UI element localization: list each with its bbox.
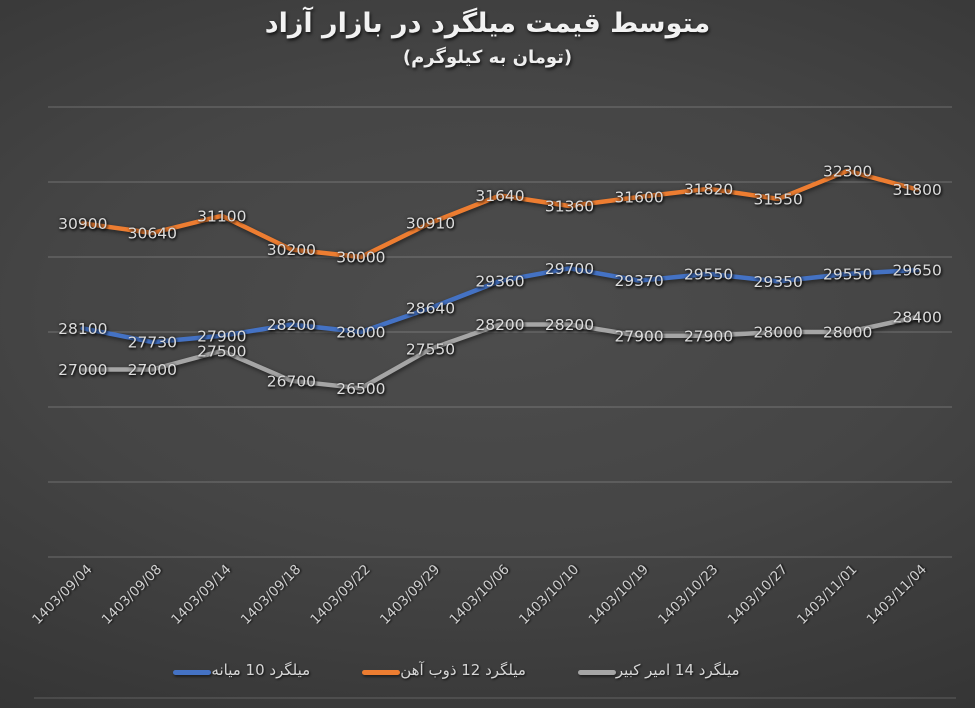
legend-dash-gray-icon bbox=[577, 670, 616, 675]
data-label-s1-p12: 31800 bbox=[893, 181, 942, 199]
data-label-s1-p2: 31100 bbox=[197, 207, 246, 225]
legend-label-rebar12: میلگرد 12 ذوب آهن bbox=[400, 661, 526, 679]
data-label-s2-p7: 28200 bbox=[545, 316, 594, 334]
legend-item-rebar14: میلگرد 14 امیر کبیر bbox=[577, 661, 740, 679]
legend: میلگرد 10 میانه میلگرد 12 ذوب آهن میلگرد… bbox=[0, 661, 975, 679]
data-label-s1-p4: 30000 bbox=[336, 249, 385, 267]
chart-subtitle: (تومان به کیلوگرم) bbox=[402, 47, 573, 68]
legend-item-rebar12: میلگرد 12 ذوب آهن bbox=[362, 661, 526, 679]
x-axis-label-4: 1403/09/22 bbox=[307, 562, 373, 628]
data-label-s1-p11: 32300 bbox=[823, 162, 872, 180]
series-line-1 bbox=[80, 168, 920, 260]
data-label-s2-p4: 26500 bbox=[336, 380, 385, 398]
data-label-s2-p9: 27900 bbox=[684, 327, 733, 345]
data-label-s0-p3: 28200 bbox=[267, 316, 316, 334]
legend-dash-orange-icon bbox=[362, 670, 401, 675]
data-label-s2-p1: 27000 bbox=[128, 361, 177, 379]
chart-title: متوسط قیمت میلگرد در بازار آزاد bbox=[264, 8, 711, 39]
data-label-s0-p0: 28100 bbox=[58, 320, 107, 338]
legend-dash-blue-icon bbox=[173, 670, 212, 675]
x-axis-label-7: 1403/10/10 bbox=[516, 562, 582, 628]
data-label-s0-p12: 29650 bbox=[893, 262, 942, 280]
x-axis-label-5: 1403/09/29 bbox=[377, 562, 443, 628]
x-axis-label-2: 1403/09/14 bbox=[168, 562, 234, 628]
x-axis-label-8: 1403/10/19 bbox=[586, 562, 652, 628]
data-label-s0-p8: 29370 bbox=[614, 272, 663, 290]
x-axis-label-10: 1403/10/27 bbox=[725, 562, 791, 628]
data-label-s0-p6: 29360 bbox=[475, 273, 524, 291]
data-label-s0-p7: 29700 bbox=[545, 260, 594, 278]
x-axis-label-6: 1403/10/06 bbox=[446, 562, 512, 628]
data-label-s1-p1: 30640 bbox=[128, 225, 177, 243]
series-line-2 bbox=[80, 314, 920, 391]
data-label-s1-p3: 30200 bbox=[267, 241, 316, 259]
data-label-s1-p6: 31640 bbox=[475, 187, 524, 205]
x-axis-label-12: 1403/11/04 bbox=[864, 562, 930, 628]
data-label-s0-p4: 28000 bbox=[336, 324, 385, 342]
x-axis-label-11: 1403/11/01 bbox=[794, 562, 860, 628]
x-axis-label-9: 1403/10/23 bbox=[655, 562, 721, 628]
data-label-s1-p0: 30900 bbox=[58, 215, 107, 233]
series-line-0 bbox=[80, 266, 920, 345]
data-label-s2-p5: 27550 bbox=[406, 340, 455, 358]
legend-item-rebar10: میلگرد 10 میانه bbox=[173, 661, 310, 679]
data-label-s1-p10: 31550 bbox=[754, 190, 803, 208]
x-axis-label-1: 1403/09/08 bbox=[99, 562, 165, 628]
data-label-s2-p12: 28400 bbox=[893, 309, 942, 327]
legend-label-rebar14: میلگرد 14 امیر کبیر bbox=[615, 661, 740, 679]
x-axis-label-3: 1403/09/18 bbox=[238, 562, 304, 628]
data-label-s0-p9: 29550 bbox=[684, 265, 733, 283]
data-label-s2-p0: 27000 bbox=[58, 361, 107, 379]
data-label-s2-p11: 28000 bbox=[823, 324, 872, 342]
x-axis-label-0: 1403/09/04 bbox=[29, 562, 95, 628]
data-label-s1-p7: 31360 bbox=[545, 198, 594, 216]
data-label-s1-p8: 31600 bbox=[614, 189, 663, 207]
data-label-s0-p5: 28640 bbox=[406, 300, 455, 318]
data-label-s0-p1: 27730 bbox=[128, 334, 177, 352]
data-label-s2-p10: 28000 bbox=[754, 324, 803, 342]
data-label-s2-p3: 26700 bbox=[267, 372, 316, 390]
data-label-s0-p11: 29550 bbox=[823, 265, 872, 283]
data-label-s1-p9: 31820 bbox=[684, 180, 733, 198]
data-label-s2-p8: 27900 bbox=[614, 327, 663, 345]
legend-label-rebar10: میلگرد 10 میانه bbox=[211, 661, 311, 679]
data-label-s0-p10: 29350 bbox=[754, 273, 803, 291]
data-label-s0-p2: 27900 bbox=[197, 327, 246, 345]
data-label-s1-p5: 30910 bbox=[406, 214, 455, 232]
data-label-s2-p2: 27500 bbox=[197, 342, 246, 360]
data-label-s2-p6: 28200 bbox=[475, 316, 524, 334]
